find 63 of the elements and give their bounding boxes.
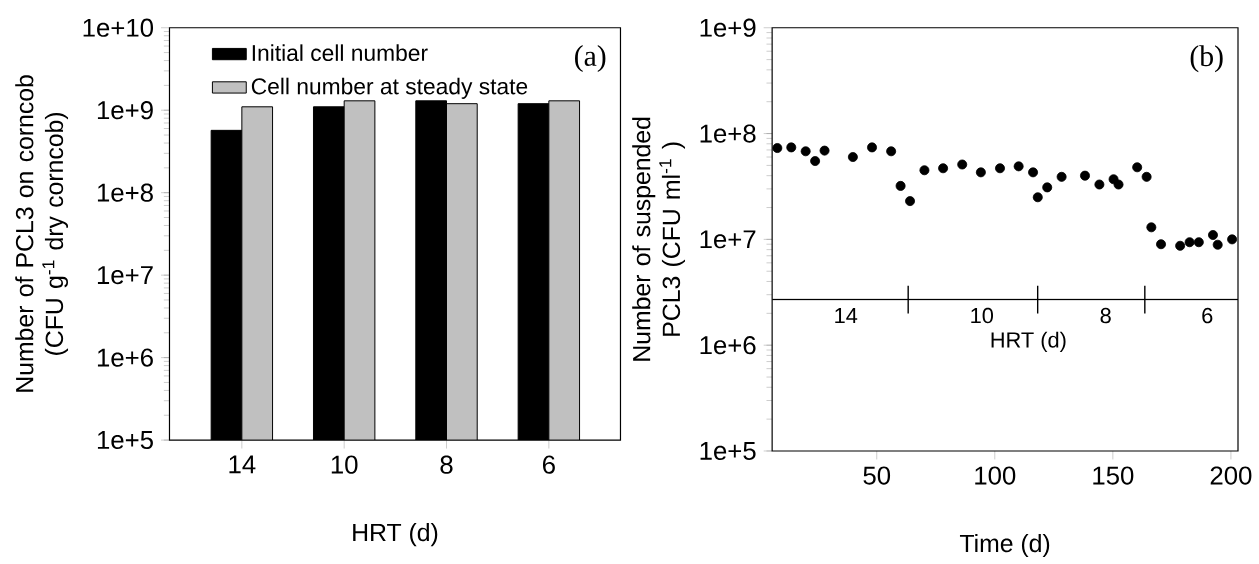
legend-label: Initial cell number: [252, 44, 428, 62]
y-tick-label: 1e+10: [83, 18, 154, 38]
point: [1113, 179, 1124, 190]
legend-label: Cell number at steady state: [251, 77, 528, 100]
point: [1208, 230, 1218, 241]
y-tick-label: 1e+6: [97, 348, 153, 367]
x-tick-label: 14: [229, 455, 256, 474]
annotation: HRT (d): [991, 331, 1066, 353]
y-tick-label: 1e+6: [700, 336, 756, 355]
point: [786, 142, 797, 153]
x-tick-label: 150: [1093, 466, 1134, 485]
point: [1184, 237, 1195, 248]
x-axis-title: Time (d): [959, 534, 1050, 558]
x-tick-label: 50: [863, 466, 891, 485]
y-tick-label: 1e+8: [700, 124, 756, 143]
point: [995, 163, 1005, 174]
point: [1080, 170, 1090, 181]
x-axis-title: HRT (d): [353, 523, 438, 547]
point: [1094, 179, 1105, 190]
x-tick-label: 8: [440, 455, 453, 474]
point: [1032, 192, 1043, 203]
point: [975, 167, 986, 178]
point: [867, 142, 877, 153]
x-tick-label: 6: [542, 455, 555, 474]
point: [1028, 167, 1039, 178]
y-tick-label: 1e+8: [97, 183, 153, 202]
point: [886, 146, 897, 157]
annotation: (a): [575, 45, 606, 73]
y-tick-label: 1e+9: [97, 101, 153, 120]
point: [1056, 172, 1067, 182]
annotation: 10: [971, 308, 994, 324]
point: [1132, 162, 1143, 173]
annotation: 8: [1100, 308, 1111, 324]
annotation: 6: [1202, 308, 1213, 324]
point: [1013, 161, 1024, 172]
y-tick-label: 1e+7: [97, 266, 153, 285]
point: [895, 181, 906, 192]
point: [1042, 182, 1053, 193]
point: [957, 159, 968, 170]
point: [1212, 239, 1223, 250]
point: [1141, 172, 1152, 182]
y-tick-label: 1e+5: [97, 431, 153, 450]
point: [938, 163, 949, 174]
point: [1146, 222, 1157, 233]
point: [810, 156, 821, 167]
point: [819, 145, 830, 156]
point: [905, 196, 915, 207]
point: [1156, 239, 1166, 250]
y-tick-label: 1e+7: [700, 230, 756, 249]
point: [847, 152, 858, 163]
annotation: 14: [835, 308, 858, 324]
point: [1227, 234, 1238, 245]
y-tick-label: 1e+9: [700, 18, 756, 38]
x-tick-label: 100: [975, 466, 1016, 485]
x-tick-label: 200: [1210, 466, 1252, 485]
x-tick-label: 10: [331, 455, 358, 474]
point: [1175, 240, 1186, 251]
point: [800, 146, 811, 157]
point: [1193, 237, 1204, 248]
point: [772, 143, 783, 154]
y-tick-label: 1e+5: [700, 442, 756, 461]
point: [919, 165, 930, 176]
annotation: (b): [1190, 45, 1223, 73]
